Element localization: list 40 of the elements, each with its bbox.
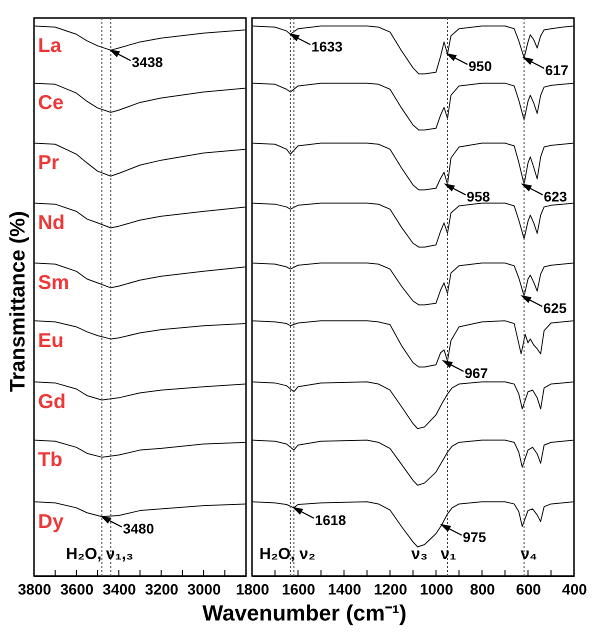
annotation: H₂O, ν₂ bbox=[259, 546, 316, 563]
x-tick-label: 1000 bbox=[420, 582, 454, 598]
series-label: Nd bbox=[38, 212, 65, 234]
series-label: Dy bbox=[38, 510, 64, 533]
series-label: Ce bbox=[38, 92, 64, 114]
series-label: Pr bbox=[38, 152, 60, 174]
annotation: 1618 bbox=[314, 512, 346, 528]
annotation: 617 bbox=[545, 62, 569, 78]
annotation: 3438 bbox=[132, 54, 164, 70]
annotation: 3480 bbox=[122, 520, 154, 537]
series-label: Sm bbox=[38, 272, 70, 294]
x-tick-label: 3200 bbox=[145, 582, 178, 598]
annotation: ν₃ bbox=[411, 546, 428, 563]
annotation: ν₁ bbox=[440, 546, 457, 563]
annotation: 1633 bbox=[311, 38, 343, 54]
x-axis-title: Wavenumber (cm⁻¹) bbox=[202, 600, 407, 626]
series-label: Gd bbox=[38, 390, 66, 413]
annotation: 625 bbox=[543, 300, 567, 316]
x-tick-label: 600 bbox=[516, 582, 542, 598]
x-tick-label: 3400 bbox=[102, 582, 136, 598]
series-label: Tb bbox=[38, 449, 62, 472]
annotation: 623 bbox=[544, 188, 568, 204]
y-axis-title: Transmittance (%) bbox=[6, 211, 30, 392]
x-tick-label: 3800 bbox=[18, 582, 52, 598]
annotation: 950 bbox=[468, 58, 492, 74]
x-tick-label: 3600 bbox=[60, 582, 94, 598]
x-tick-label: 1400 bbox=[328, 582, 362, 598]
annotation: 958 bbox=[466, 188, 490, 204]
annotation: 975 bbox=[462, 528, 486, 545]
annotation: 967 bbox=[464, 364, 488, 381]
annotation: H₂O, ν₁,₃ bbox=[66, 546, 134, 563]
x-tick-label: 1600 bbox=[282, 582, 316, 598]
x-tick-label: 3000 bbox=[187, 582, 221, 598]
x-tick-label: 400 bbox=[562, 582, 588, 598]
series-label: Eu bbox=[38, 330, 64, 352]
x-tick-label: 800 bbox=[470, 582, 496, 598]
annotation: ν₄ bbox=[520, 546, 538, 563]
x-tick-label: 1200 bbox=[374, 582, 408, 598]
series-label: La bbox=[38, 35, 62, 57]
x-tick-label: 1800 bbox=[236, 582, 270, 598]
